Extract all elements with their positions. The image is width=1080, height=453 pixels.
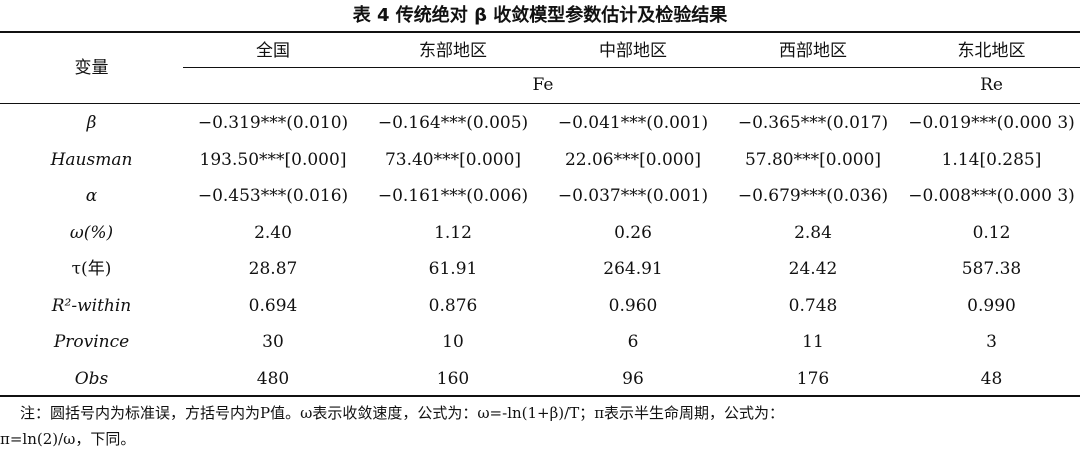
table-cell: 1.12 (434, 223, 472, 243)
table-cell: 0.748 (788, 296, 838, 316)
table-cell: 24.42 (788, 259, 838, 279)
region-header-central: 中部地区 (599, 41, 667, 61)
table-cell: 96 (622, 369, 644, 389)
table-cell: 61.91 (428, 259, 478, 279)
table-cell: 264.91 (603, 259, 663, 279)
table-cell: −0.041***(0.001) (557, 113, 709, 133)
table-cell: 176 (796, 369, 830, 389)
table-note-continued: π=ln(2)/ω，下同。 (0, 430, 136, 448)
table-cell: −0.019***(0.000 3) (908, 113, 1075, 133)
table-cell: 587.38 (961, 259, 1022, 279)
header-bottom-rule (0, 103, 1080, 104)
table-cell: 0.990 (967, 296, 1016, 316)
row-label: R²-within (51, 296, 132, 316)
table-cell: 480 (256, 369, 290, 389)
table-cell: −0.161***(0.006) (377, 186, 529, 206)
table-cell: 48 (980, 369, 1003, 389)
table-cell: −0.164***(0.005) (377, 113, 529, 133)
row-label: α (85, 186, 98, 206)
row-label: β (86, 113, 97, 133)
top-rule (0, 31, 1080, 33)
table-cell: 160 (436, 369, 470, 389)
table-cell: 6 (627, 332, 639, 352)
table-cell: −0.453***(0.016) (197, 186, 349, 206)
variable-header: 变量 (74, 58, 109, 78)
row-label: Hausman (50, 150, 133, 170)
table-cell: −0.365***(0.017) (737, 113, 889, 133)
table-cell: 2.40 (254, 223, 292, 243)
row-label: Province (53, 332, 130, 352)
table-cell: −0.037***(0.001) (557, 186, 709, 206)
row-label: Obs (74, 369, 109, 389)
region-header-northeast: 东北地区 (957, 41, 1026, 61)
table-cell: 3 (986, 332, 997, 352)
row-label: ω(%) (69, 223, 114, 243)
row-label: τ(年) (71, 259, 112, 279)
table-cell: 22.06***[0.000] (564, 150, 702, 170)
table-cell: 2.84 (794, 223, 832, 243)
model-fe-header: Fe (532, 75, 554, 95)
table-cell: 0.26 (614, 223, 652, 243)
table-title: 表 4 传统绝对 β 收敛模型参数估计及检验结果 (352, 5, 728, 26)
table-cell: 28.87 (248, 259, 298, 279)
bottom-rule (0, 395, 1080, 397)
table-cell: 0.960 (608, 296, 658, 316)
table-cell: 11 (802, 332, 824, 352)
model-re-header: Re (980, 75, 1003, 95)
region-header-east: 东部地区 (419, 41, 487, 61)
region-header-national: 全国 (256, 41, 290, 61)
table-note: 注：圆括号内为标准误，方括号内为P值。ω表示收敛速度，公式为：ω=-ln(1+β… (20, 404, 785, 422)
table-cell: 30 (262, 332, 284, 352)
table-cell: 10 (442, 332, 464, 352)
region-header-west: 西部地区 (779, 41, 847, 61)
table-cell: 57.80***[0.000] (744, 150, 882, 170)
table-cell: 1.14[0.285] (941, 150, 1042, 170)
table-cell: 73.40***[0.000] (384, 150, 522, 170)
table-cell: −0.319***(0.010) (197, 113, 349, 133)
table-cell: 0.876 (428, 296, 478, 316)
table-cell: 0.12 (972, 223, 1011, 243)
table-cell: −0.679***(0.036) (737, 186, 889, 206)
table-cell: 193.50***[0.000] (199, 150, 347, 170)
table-cell: 0.694 (248, 296, 298, 316)
header-sub-rule (183, 67, 1080, 68)
table-cell: −0.008***(0.000 3) (908, 186, 1075, 206)
